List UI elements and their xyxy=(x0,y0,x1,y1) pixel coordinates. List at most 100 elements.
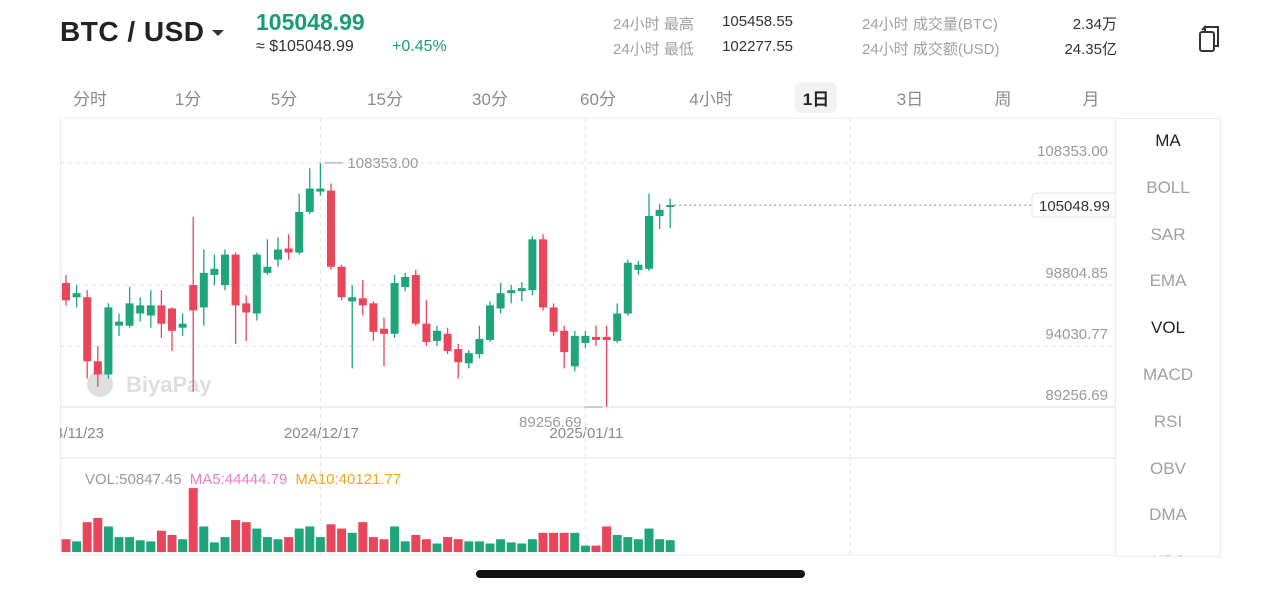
last-price-label: 105048.99 xyxy=(1039,198,1110,215)
candle-body xyxy=(274,249,282,260)
volume-bar xyxy=(72,541,82,552)
candle-body xyxy=(454,349,463,363)
stat-label: 24小时 最高 xyxy=(613,16,694,33)
candle-body xyxy=(93,361,102,375)
volume-legend: VOL:50847.45 xyxy=(85,471,182,488)
candle-body xyxy=(263,266,272,273)
volume-bar xyxy=(220,537,230,552)
volume-bar xyxy=(358,522,368,552)
candle-body xyxy=(539,239,547,308)
volume-bar xyxy=(135,540,145,552)
volume-bar xyxy=(421,539,431,552)
candle-body xyxy=(666,205,675,208)
volume-bar xyxy=(517,543,527,552)
interval-tab[interactable]: 5分 xyxy=(270,90,298,109)
volume-bar xyxy=(443,537,453,552)
interval-tab[interactable]: 月 xyxy=(1082,90,1100,109)
candle-body xyxy=(62,283,70,301)
volume-bar xyxy=(432,543,442,552)
volume-bar xyxy=(559,532,569,552)
volume-bar xyxy=(411,534,421,552)
interval-tab[interactable]: 3日 xyxy=(896,90,924,109)
candle-body xyxy=(115,321,123,326)
candle-body xyxy=(83,297,92,362)
copy-icon[interactable] xyxy=(1198,24,1224,54)
candle-body xyxy=(284,248,293,253)
candle-body xyxy=(613,313,622,341)
y-tick-label: 89256.69 xyxy=(1045,387,1108,404)
volume-bar xyxy=(167,534,177,552)
volume-bar xyxy=(580,545,590,552)
indicator-option[interactable]: KDJ xyxy=(1116,552,1220,556)
pair-selector[interactable]: BTC / USD xyxy=(60,16,205,47)
indicator-option[interactable]: OBV xyxy=(1150,458,1186,478)
volume-legend: MA5:44444.79 xyxy=(190,471,288,488)
volume-bar xyxy=(612,534,622,552)
y-tick-label: 108353.00 xyxy=(1037,143,1108,160)
interval-tab[interactable]: 4小时 xyxy=(689,90,733,109)
price-change: +0.45% xyxy=(392,38,447,55)
candle-body xyxy=(242,303,251,313)
volume-bar xyxy=(61,539,71,552)
candle-body xyxy=(295,211,304,253)
volume-bar xyxy=(623,537,633,552)
candle-body xyxy=(252,254,261,314)
min-marker-label: 89256.69 xyxy=(519,414,582,431)
candle-body xyxy=(305,188,314,212)
volume-bar xyxy=(453,539,463,552)
candle-body xyxy=(136,305,145,314)
interval-tab[interactable]: 15分 xyxy=(367,90,403,109)
indicator-option[interactable]: EMA xyxy=(1149,271,1187,291)
volume-bar xyxy=(347,532,357,552)
indicator-option[interactable]: RSI xyxy=(1153,411,1183,431)
stat-value: 2.34万 xyxy=(1072,16,1117,33)
candle-body xyxy=(146,305,155,316)
candle-body xyxy=(496,293,505,309)
interval-tab[interactable]: 周 xyxy=(994,90,1012,109)
candle-body xyxy=(592,336,600,340)
indicator-option[interactable]: VOL xyxy=(1150,318,1186,338)
volume-bar xyxy=(241,522,251,552)
volume-bar xyxy=(474,541,484,552)
interval-tab[interactable]: 分时 xyxy=(73,90,107,109)
volume-bar xyxy=(231,520,241,552)
indicator-option[interactable]: MACD xyxy=(1142,365,1194,384)
candle-body xyxy=(549,307,558,332)
volume-bar xyxy=(114,537,124,552)
candle-body xyxy=(189,285,198,311)
interval-tab[interactable]: 1分 xyxy=(174,90,202,109)
last-price: 105048.99 xyxy=(256,9,365,35)
dropdown-arrow[interactable] xyxy=(210,28,226,38)
volume-bar xyxy=(294,528,304,552)
indicator-option[interactable]: BOLL xyxy=(1146,177,1190,197)
volume-bar xyxy=(178,539,188,552)
volume-bar xyxy=(125,537,135,552)
candle-body xyxy=(157,305,166,324)
candle-body xyxy=(390,283,399,334)
volume-bar xyxy=(644,528,654,552)
interval-tab[interactable]: 30分 xyxy=(472,90,508,109)
interval-tab[interactable]: 60分 xyxy=(580,90,616,109)
volume-bar xyxy=(368,537,378,552)
max-marker-label: 108353.00 xyxy=(347,155,418,172)
indicator-option[interactable]: MA xyxy=(1155,131,1181,150)
candle-body xyxy=(369,303,378,332)
stat-label: 24小时 最低 xyxy=(613,41,694,58)
volume-bar xyxy=(400,541,410,552)
watermark: BiyaPay xyxy=(87,371,212,397)
stat-value: 24.35亿 xyxy=(1064,41,1117,58)
candle-body xyxy=(358,298,367,306)
volume-bar xyxy=(570,532,580,552)
volume-bar xyxy=(549,532,559,552)
y-tick-label: 98804.85 xyxy=(1045,265,1108,282)
volume-bar xyxy=(464,541,474,552)
volume-bar xyxy=(273,539,283,552)
volume-bar xyxy=(485,543,495,552)
indicator-option[interactable]: DMA xyxy=(1149,505,1187,525)
x-tick-label: 2024/11/23 xyxy=(30,425,104,442)
candle-body xyxy=(623,262,632,314)
interval-tab[interactable]: 1日 xyxy=(794,82,838,113)
volume-bar xyxy=(252,528,262,552)
volume-bar xyxy=(82,522,92,552)
indicator-option[interactable]: SAR xyxy=(1150,224,1186,244)
